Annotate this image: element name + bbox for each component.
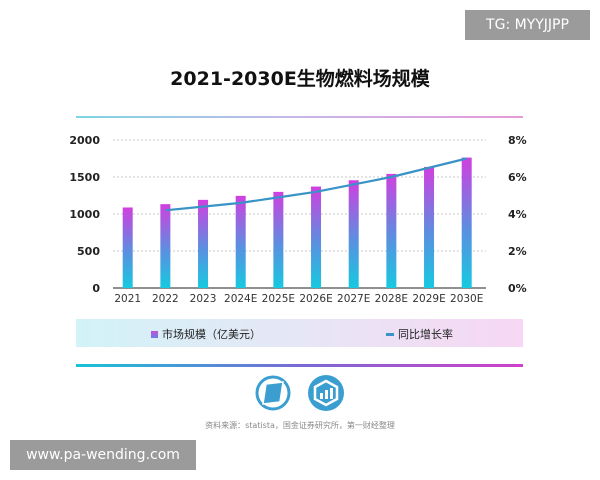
bar-2021	[122, 207, 133, 288]
legend-label: 市场规模（亿美元）	[162, 328, 261, 341]
top-divider	[76, 116, 523, 118]
x-tick-label: 2023	[190, 293, 217, 305]
x-tick-label: 2024E	[224, 293, 257, 305]
y-right-tick-label: 4%	[508, 208, 527, 221]
y-left-tick-label: 500	[77, 245, 100, 258]
x-tick-label: 2022	[152, 293, 179, 305]
chart-title: 2021-2030E生物燃料场规模	[170, 68, 430, 90]
x-tick-label: 2030E	[450, 293, 483, 305]
y-left-tick-label: 1000	[69, 208, 100, 221]
y-right-tick-label: 2%	[508, 245, 527, 258]
bottom-divider	[76, 364, 523, 367]
chart-svg: 0 0% 500 2% 1000 4% 1500 6% 2000 8% 2021 2022 2023 20…	[69, 134, 527, 305]
x-tick-label: 2027E	[337, 293, 370, 305]
y-left-tick-label: 0	[92, 282, 100, 295]
y-right-tick-label: 8%	[508, 134, 527, 147]
watermark-bottom-left: www.pa-wending.com	[10, 440, 196, 470]
bar-2025E	[273, 191, 284, 288]
bar-chart-shield-logo-icon	[308, 375, 344, 411]
y-left-tick-label: 1500	[69, 171, 100, 184]
x-tick-label: 2025E	[262, 293, 295, 305]
bar-2030E	[461, 157, 472, 288]
bar-2026E	[311, 186, 322, 288]
bar-2027E	[348, 180, 359, 288]
bar-swatch	[151, 330, 158, 338]
watermark-top-right: TG: MYYJJPP	[465, 10, 590, 40]
x-tick-label: 2026E	[299, 293, 332, 305]
y-left-tick-label: 2000	[69, 134, 100, 147]
bar-2022	[160, 204, 171, 288]
x-tick-label: 2021	[114, 293, 141, 305]
y-right-tick-label: 6%	[508, 171, 527, 184]
source-note: 资料来源：statista，国金证券研究所，第一财经整理	[205, 421, 395, 430]
legend: 市场规模（亿美元） 同比增长率	[76, 319, 523, 347]
bar-2028E	[386, 173, 397, 288]
legend-item-market-size: 市场规模（亿美元）	[151, 326, 261, 342]
bar-2023	[198, 199, 209, 288]
compass-logo-icon	[255, 375, 291, 411]
x-tick-label: 2029E	[412, 293, 445, 305]
x-tick-label: 2028E	[375, 293, 408, 305]
y-right-tick-label: 0%	[508, 282, 527, 295]
bar-2029E	[424, 166, 435, 288]
line-swatch	[386, 332, 394, 336]
bar-2024E	[235, 195, 246, 288]
legend-item-growth-rate: 同比增长率	[386, 326, 453, 342]
legend-label: 同比增长率	[398, 328, 453, 341]
